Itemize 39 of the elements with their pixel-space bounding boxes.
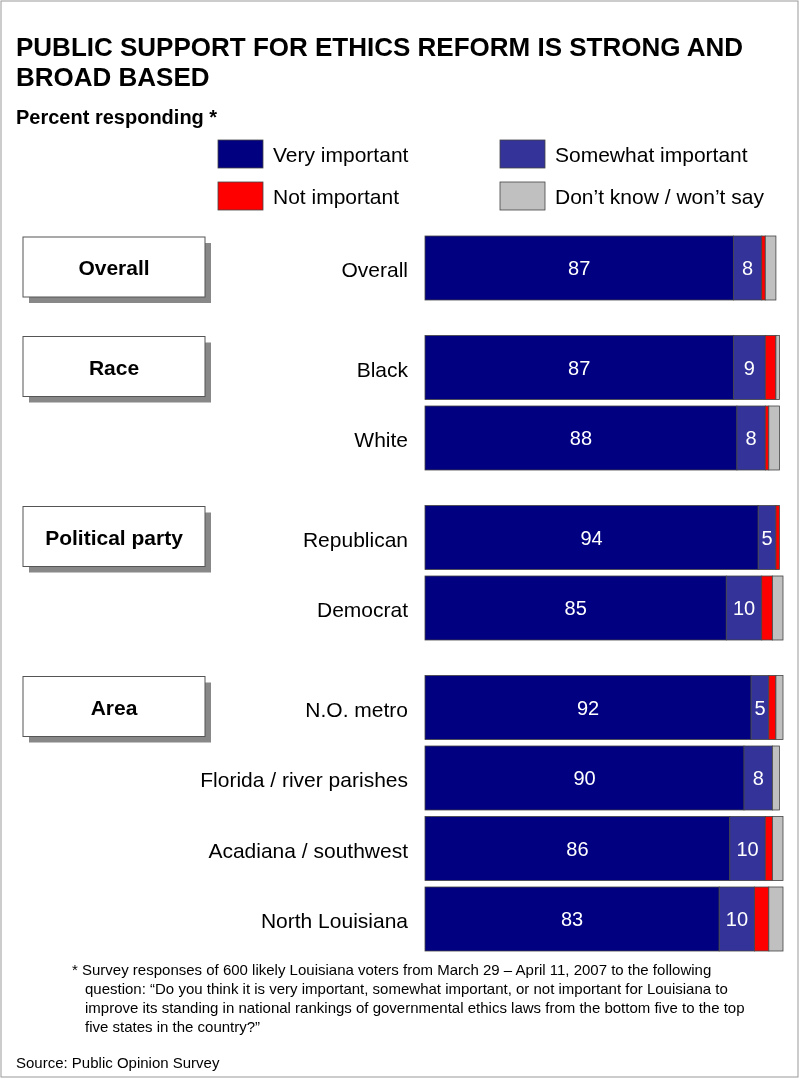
data-label: 87 [568,257,591,279]
annotation: * Survey responses of 600 likely Louisiana voters from March 29 – April 11, 2007 to the following question: “Do you think it is very important, somewhat important, or not important for Louisiana to improve its standing in national rankings of governmental ethics laws from the bottom five to the top five states in the country?” [72,961,745,1035]
y-tick-label: Florida / river parishes [200,768,408,791]
text: Overall [78,256,150,279]
data-label: 8 [752,767,764,789]
legend-label: Very important [273,143,409,166]
y-tick-label: North Louisiana [260,909,409,932]
y-tick-label: Acadiana / southwest [208,838,409,862]
data-label: 8 [745,427,757,449]
data-label: 85 [564,597,587,619]
data-label: 88 [569,427,593,449]
data-label: 10 [732,597,756,619]
y-tick-label: White [354,428,408,451]
y-tick-label: Republican [302,527,408,551]
data-label: 87 [568,356,591,379]
data-label: 5 [754,696,766,719]
legend-label: Somewhat important [555,143,748,166]
legend-label: Don’t know / won’t say [555,185,765,208]
y-tick-label: Democrat [316,598,409,621]
data-label: 9 [743,356,755,379]
data-label: 10 [725,908,749,930]
data-label: 83 [560,908,584,930]
data-label: 94 [580,526,603,549]
y-tick-label: N.O. metro [305,697,408,721]
legend-label: Not important [273,185,400,208]
text: Percent responding * [16,106,218,128]
data-label: 90 [573,767,596,789]
data-label: 92 [576,696,600,719]
data-label: 8 [741,257,754,279]
text: Race [88,355,140,379]
data-label: 86 [566,837,589,860]
chart-title: PUBLIC SUPPORT FOR ETHICS REFORM IS STRONG AND BROAD BASED [16,32,744,92]
data-label: 5 [761,526,773,549]
text: Political party [45,525,184,549]
source-note: Source: Public Opinion Survey [16,1054,220,1071]
text: Area [90,695,138,719]
y-tick-label: Overall [341,258,408,281]
data-label: 10 [736,837,759,860]
y-tick-label: Black [356,357,409,381]
